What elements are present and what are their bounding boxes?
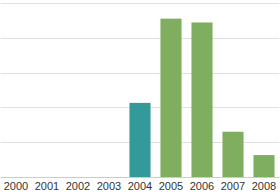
x-tick-label: 2007	[221, 180, 245, 192]
bar	[67, 177, 88, 178]
grid-line	[1, 38, 280, 39]
grid-line	[1, 177, 280, 178]
x-tick-label: 2000	[4, 180, 28, 192]
x-tick-label: 2002	[66, 180, 90, 192]
grid	[1, 4, 280, 178]
x-tick-label: 2004	[128, 180, 152, 192]
chart: 2000 2001 2002 2003 2004 2005 2006 2007 2008	[0, 0, 280, 195]
bar	[191, 22, 212, 177]
x-tick-label: 2003	[97, 180, 121, 192]
x-tick-label: 2006	[190, 180, 214, 192]
bars	[129, 19, 274, 177]
x-tick-label: 2005	[159, 180, 183, 192]
x-axis-labels: 2000 2001 2002 2003 2004 2005 2006 2007 2008	[4, 180, 276, 192]
bar	[36, 177, 57, 178]
x-tick-label: 2001	[35, 180, 59, 192]
bar	[222, 132, 243, 177]
x-tick-label: 2008	[252, 180, 276, 192]
bar	[98, 177, 119, 178]
chart-svg: 2000 2001 2002 2003 2004 2005 2006 2007 2008	[0, 0, 280, 195]
bar	[129, 103, 150, 177]
grid-line	[1, 73, 280, 74]
grid-line	[1, 3, 280, 4]
bar	[253, 155, 274, 177]
bar	[5, 177, 26, 178]
bar	[160, 19, 181, 177]
